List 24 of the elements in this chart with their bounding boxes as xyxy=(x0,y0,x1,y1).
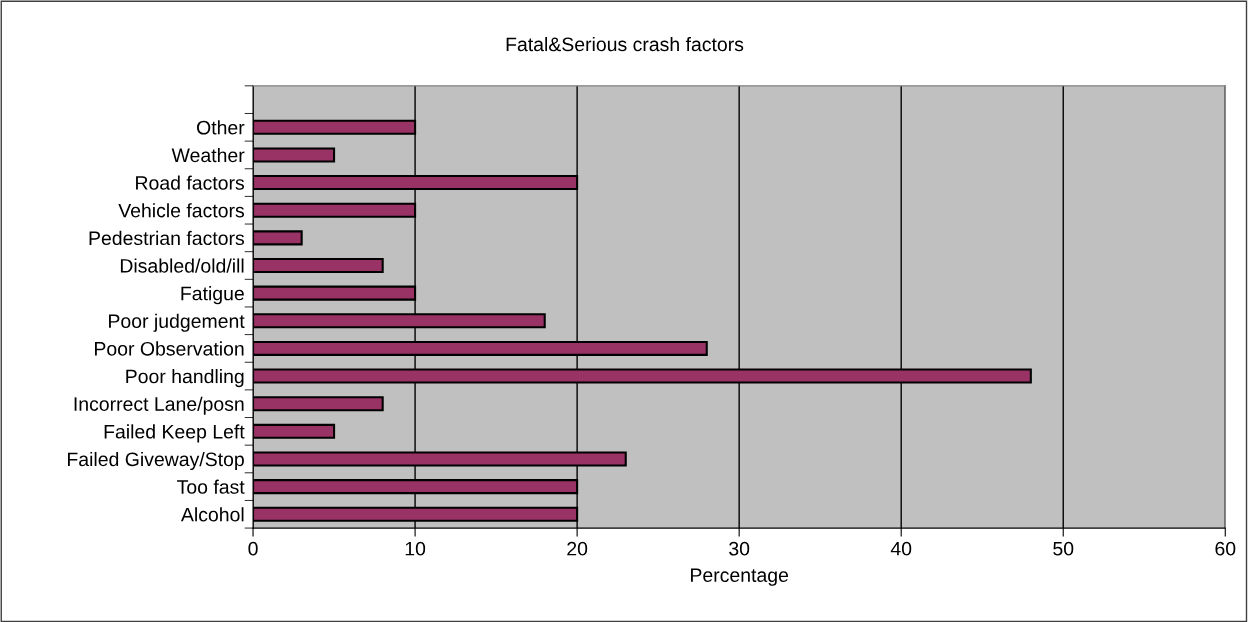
y-tick-label: Failed Keep Left xyxy=(104,424,245,443)
y-tick-label: Fatigue xyxy=(181,286,244,305)
x-tick-label: 0 xyxy=(248,541,258,556)
y-tick-label: Poor handling xyxy=(126,369,244,388)
x-tick-label: 40 xyxy=(890,541,912,556)
y-tick-label: Failed Giveway/Stop xyxy=(67,451,244,471)
x-tick-label: 10 xyxy=(405,541,426,556)
y-tick-label: Poor judgement xyxy=(109,313,245,332)
y-tick-label: Disabled/old/ill xyxy=(120,258,244,273)
y-tick-label: Poor Observation xyxy=(95,341,244,356)
chart-title: Fatal&Serious crash factors xyxy=(506,36,744,52)
y-tick-label: Too fast xyxy=(177,479,245,494)
y-tick-label: Incorrect Lane/posn xyxy=(74,396,244,415)
y-tick-label: Alcohol xyxy=(180,507,244,522)
x-tick-label: 30 xyxy=(729,541,750,556)
y-tick-label: Vehicle factors xyxy=(118,203,245,218)
x-tick-label: 50 xyxy=(1053,541,1074,556)
y-tick-label: Weather xyxy=(171,147,245,163)
y-tick-label: Pedestrian factors xyxy=(89,230,245,246)
y-tick-label: Other xyxy=(197,120,245,135)
x-axis-title: Percentage xyxy=(691,568,789,586)
x-tick-label: 60 xyxy=(1215,541,1236,556)
y-tick-label: Road factors xyxy=(136,175,245,190)
x-tick-label: 20 xyxy=(567,541,588,556)
